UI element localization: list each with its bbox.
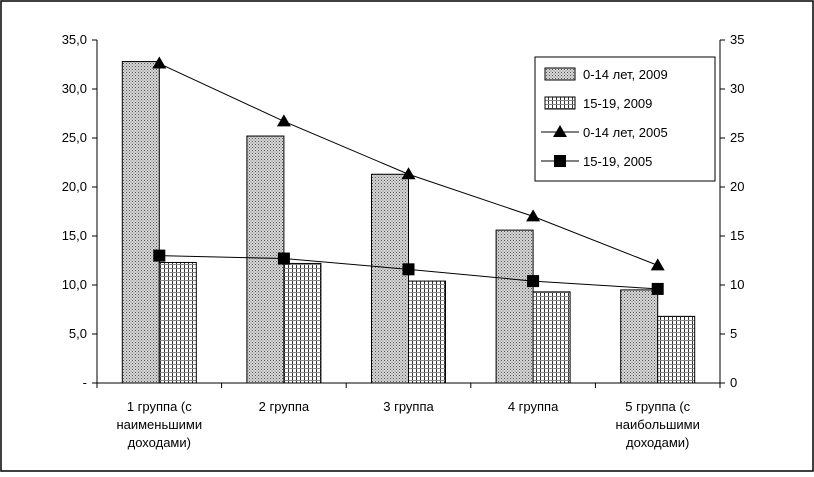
- category-label-2: 2 группа: [259, 399, 310, 414]
- right-tick-label: 0: [730, 375, 737, 390]
- legend-label-4: 15-19, 2005: [583, 154, 652, 169]
- right-tick-label: 20: [730, 179, 744, 194]
- right-tick-label: 10: [730, 277, 744, 292]
- legend-label-1: 0-14 лет, 2009: [583, 67, 668, 82]
- left-tick-label: 25,0: [62, 130, 87, 145]
- bar-age15-19-2009-2: [283, 262, 322, 384]
- point-age0-14-2005-1: [152, 56, 167, 69]
- bar-age0-14-2009-4: [495, 229, 534, 384]
- bar-age15-19-2009-3: [408, 280, 446, 384]
- category-label-3: 3 группа: [383, 399, 434, 414]
- bar-age15-19-2009-5: [657, 315, 696, 384]
- point-age15-19-2005-5: [651, 282, 664, 295]
- legend-marker-4: [554, 155, 566, 167]
- legend-swatch-1: [544, 67, 576, 81]
- right-tick-label: 15: [730, 228, 744, 243]
- point-age0-14-2005-3: [401, 167, 416, 180]
- point-age0-14-2005-4: [526, 209, 541, 222]
- category-label-4: 4 группа: [508, 399, 559, 414]
- right-tick-label: 25: [730, 130, 744, 145]
- left-tick-label: 10,0: [62, 277, 87, 292]
- left-tick-label: 5,0: [69, 326, 87, 341]
- right-tick-label: 5: [730, 326, 737, 341]
- legend-label-2: 15-19, 2009: [583, 96, 652, 111]
- legend: 0-14 лет, 2009 15-19, 2009 0-14 лет, 2005 1…: [534, 56, 716, 182]
- left-tick-label: 35,0: [62, 32, 87, 47]
- point-age15-19-2005-3: [402, 263, 415, 276]
- point-age15-19-2005-4: [527, 275, 540, 288]
- right-tick-label: 30: [730, 81, 744, 96]
- point-age15-19-2005-2: [277, 252, 290, 265]
- category-label-1: 1 группа (с наименьшими доходами): [116, 399, 202, 450]
- bar-age15-19-2009-4: [532, 291, 571, 384]
- legend-label-3: 0-14 лет, 2005: [583, 125, 668, 140]
- legend-swatch-2: [544, 96, 576, 110]
- point-age15-19-2005-1: [153, 249, 166, 262]
- point-age0-14-2005-5: [650, 258, 665, 271]
- right-tick-label: 35: [730, 32, 744, 47]
- bar-age15-19-2009-1: [158, 261, 197, 384]
- bar-age0-14-2009-5: [620, 289, 659, 384]
- bar-age0-14-2009-1: [121, 61, 160, 384]
- point-age0-14-2005-2: [276, 114, 291, 127]
- bar-age0-14-2009-3: [371, 173, 409, 384]
- bar-age0-14-2009-2: [246, 135, 285, 384]
- left-tick-label: 30,0: [62, 81, 87, 96]
- left-tick-label: -: [83, 375, 87, 390]
- category-label-5: 5 группа (с наибольшими доходами): [616, 399, 700, 450]
- left-tick-label: 20,0: [62, 179, 87, 194]
- left-tick-label: 15,0: [62, 228, 87, 243]
- legend-marker-3: [553, 125, 567, 137]
